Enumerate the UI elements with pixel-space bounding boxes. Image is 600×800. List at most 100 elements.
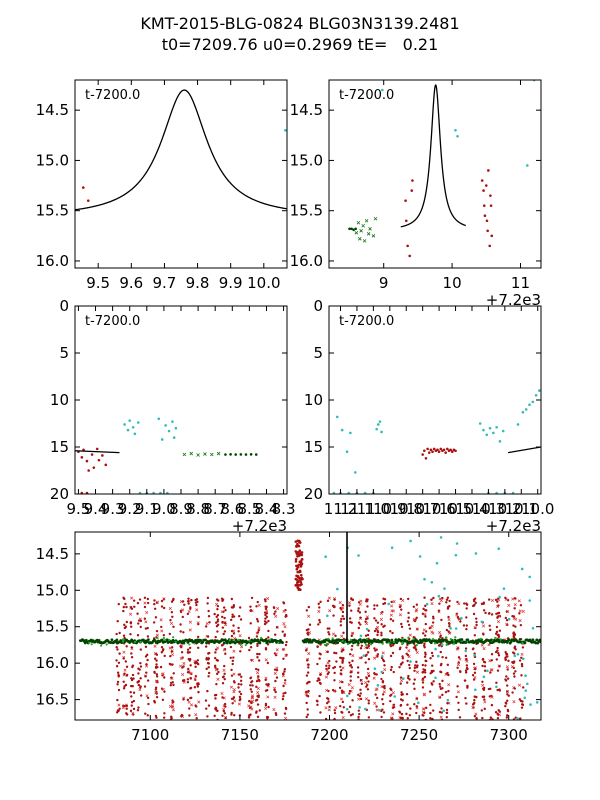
data-point bbox=[486, 669, 489, 673]
data-point bbox=[483, 669, 487, 672]
data-point bbox=[404, 219, 408, 223]
data-point bbox=[267, 705, 270, 709]
data-point bbox=[444, 690, 448, 694]
data-point bbox=[497, 604, 500, 607]
data-point bbox=[171, 663, 174, 666]
data-point bbox=[472, 678, 476, 681]
data-point bbox=[421, 677, 425, 680]
data-point bbox=[281, 697, 285, 701]
plot-area bbox=[75, 417, 258, 494]
data-point bbox=[160, 645, 164, 649]
data-point bbox=[358, 611, 362, 614]
data-point bbox=[434, 676, 437, 680]
data-point bbox=[464, 669, 468, 672]
data-point bbox=[375, 705, 378, 708]
data-point bbox=[447, 618, 451, 622]
data-point bbox=[482, 660, 486, 664]
data-point bbox=[139, 685, 142, 688]
data-point bbox=[233, 699, 237, 703]
data-point bbox=[298, 550, 301, 553]
data-point bbox=[305, 682, 309, 685]
data-point bbox=[399, 716, 403, 720]
data-point bbox=[238, 673, 242, 676]
data-point bbox=[294, 540, 298, 543]
data-point bbox=[237, 638, 241, 641]
data-point bbox=[440, 618, 443, 622]
data-point bbox=[480, 709, 484, 712]
data-point bbox=[188, 707, 191, 710]
data-point bbox=[231, 662, 234, 666]
data-point bbox=[432, 447, 436, 451]
data-point bbox=[249, 684, 252, 687]
data-point bbox=[294, 550, 298, 553]
y-tick-label: 14.5 bbox=[36, 101, 69, 119]
data-point bbox=[475, 617, 478, 620]
data-point bbox=[153, 652, 157, 656]
data-point bbox=[505, 665, 509, 669]
data-point bbox=[331, 632, 336, 636]
data-point bbox=[520, 662, 524, 666]
data-point bbox=[171, 420, 174, 423]
data-point bbox=[489, 716, 493, 719]
data-point bbox=[196, 453, 200, 457]
data-point bbox=[373, 656, 377, 660]
data-point bbox=[365, 600, 368, 603]
data-point bbox=[222, 668, 226, 672]
data-point bbox=[159, 618, 163, 622]
data-point bbox=[366, 633, 370, 637]
plot-area bbox=[348, 80, 536, 258]
data-point bbox=[214, 635, 217, 639]
data-point bbox=[389, 618, 393, 621]
data-point bbox=[341, 700, 345, 704]
data-point bbox=[506, 684, 509, 687]
data-point bbox=[350, 227, 353, 231]
data-point bbox=[359, 616, 362, 619]
data-point bbox=[130, 646, 133, 649]
data-point bbox=[466, 638, 470, 642]
data-point bbox=[389, 694, 392, 697]
data-point bbox=[520, 706, 524, 709]
data-point bbox=[439, 536, 443, 539]
data-point bbox=[325, 701, 329, 705]
data-point bbox=[224, 453, 227, 456]
data-point bbox=[440, 643, 444, 646]
data-point bbox=[349, 431, 352, 435]
data-point bbox=[257, 675, 260, 678]
data-point bbox=[446, 671, 449, 675]
data-point bbox=[405, 652, 408, 655]
data-point bbox=[421, 707, 426, 711]
data-point bbox=[423, 671, 427, 674]
data-point bbox=[367, 641, 371, 645]
data-point bbox=[297, 570, 301, 574]
data-point bbox=[187, 700, 191, 704]
data-point bbox=[504, 678, 507, 681]
data-point bbox=[153, 644, 157, 648]
data-point bbox=[123, 685, 126, 688]
data-point bbox=[186, 681, 190, 684]
data-point bbox=[234, 453, 238, 456]
data-point bbox=[441, 596, 444, 600]
data-point bbox=[472, 662, 476, 666]
data-point bbox=[367, 674, 371, 678]
data-point bbox=[350, 670, 353, 674]
data-point bbox=[349, 679, 352, 682]
data-point bbox=[296, 583, 300, 587]
data-point bbox=[139, 661, 142, 665]
data-point bbox=[116, 683, 119, 686]
data-point bbox=[496, 600, 499, 603]
data-point bbox=[439, 599, 443, 603]
data-point bbox=[380, 623, 383, 626]
data-point bbox=[348, 705, 352, 709]
data-point bbox=[392, 640, 396, 644]
data-point bbox=[359, 692, 362, 695]
data-point bbox=[249, 646, 253, 649]
data-point bbox=[325, 668, 329, 672]
data-point bbox=[281, 641, 284, 644]
data-point bbox=[482, 647, 486, 651]
data-point bbox=[347, 711, 351, 714]
data-point bbox=[196, 685, 200, 688]
data-point bbox=[424, 604, 427, 608]
data-point bbox=[507, 638, 511, 642]
data-point bbox=[407, 649, 411, 653]
data-point bbox=[187, 657, 190, 661]
